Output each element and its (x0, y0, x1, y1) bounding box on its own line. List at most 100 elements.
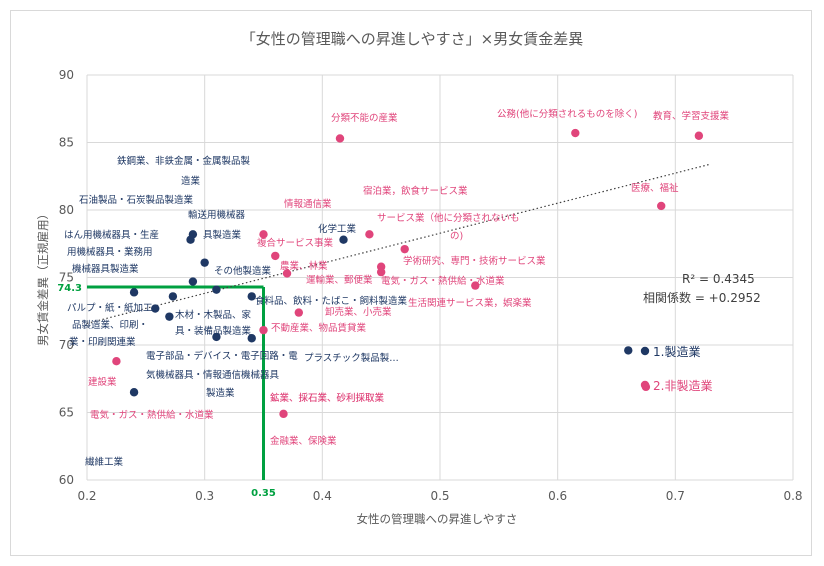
y-tick-label: 70 (59, 338, 74, 352)
point-label: 鉄鋼業、非鉄金属・金属製品製 (117, 155, 251, 167)
data-point (400, 244, 409, 254)
point-label: 木材・木製品、家 (175, 309, 252, 321)
point-label: 教育、学習支援業 (653, 110, 730, 122)
data-point (571, 128, 580, 138)
data-point (129, 288, 139, 297)
x-tick-label: 0.5 (430, 489, 449, 503)
data-point (212, 332, 221, 342)
point-label: 鉱業、採石業、砂利採取業 (270, 392, 385, 404)
point-label: 生活関連サービス業，娯楽業 (408, 297, 532, 309)
point-label: 電気・ガス・熱供給・水道業 (381, 275, 505, 287)
point-label: 石油製品・石炭製品製造業 (79, 194, 194, 206)
data-point (165, 312, 174, 321)
data-points (112, 128, 704, 419)
point-label: パルプ・紙・紙加工 (67, 302, 153, 314)
point-label: 分類不能の産業 (331, 112, 398, 124)
point-label: 建設業 (88, 376, 117, 388)
x-axis-label: 女性の管理職への昇進しやすさ (357, 512, 518, 526)
data-point (365, 230, 374, 239)
point-label: プラスチック製品製… (304, 352, 399, 364)
legend-marker (640, 346, 650, 356)
grid (86, 74, 794, 481)
x-axis-ticks: 0.2 0.3 0.4 0.5 0.6 0.7 0.8 (77, 489, 802, 503)
point-label: 複合サービス事業 (257, 237, 334, 249)
data-point (247, 292, 256, 301)
data-point (259, 325, 268, 335)
point-label: 宿泊業，飲食サービス業 (363, 185, 468, 197)
trendline (86, 163, 711, 324)
point-label: 機械器具製造業 (72, 263, 139, 275)
point-label: 運輸業、郵便業 (306, 274, 373, 286)
y-tick-label: 75 (59, 271, 74, 285)
point-label: 食料品、飲料・たばこ・飼料製造業 (255, 295, 408, 307)
data-point (624, 346, 633, 355)
x-tick-label: 0.6 (548, 489, 567, 503)
threshold-lines: 74.3 0.35 (57, 283, 276, 499)
threshold-y-label: 74.3 (57, 283, 82, 294)
point-label: 造業 (181, 175, 201, 187)
data-point (657, 201, 666, 211)
x-tick-label: 0.3 (195, 489, 214, 503)
point-label: 学術研究、専門・技術サービス業 (403, 255, 546, 267)
point-label: 医療、福祉 (631, 182, 679, 194)
x-tick-label: 0.4 (313, 489, 332, 503)
y-tick-label: 90 (59, 68, 74, 82)
point-label: 業・印刷関連業 (69, 336, 136, 348)
data-point (259, 230, 268, 239)
r-squared-annotation: R² = 0.4345 (682, 272, 755, 286)
data-point (151, 304, 160, 313)
legend-label: 2.非製造業 (653, 379, 712, 393)
data-point (112, 357, 121, 366)
data-point (168, 292, 178, 301)
point-label: 卸売業、小売業 (325, 306, 392, 318)
point-label: 気機械器具・情報通信機械器具 (146, 369, 280, 381)
x-tick-label: 0.7 (666, 489, 685, 503)
data-point (294, 308, 303, 317)
data-point (282, 269, 292, 278)
data-point (471, 281, 480, 290)
y-tick-label: 85 (59, 136, 74, 150)
point-label: はん用機械器具・生産 (64, 229, 159, 241)
point-label: の) (450, 231, 463, 242)
legend-marker (640, 380, 650, 390)
point-label: 化学工業 (318, 223, 357, 235)
point-label: 公務(他に分類されるものを除く) (497, 108, 637, 120)
point-label: 不動産業、物品賃貸業 (271, 322, 367, 334)
data-point (279, 409, 288, 419)
data-point (339, 235, 348, 244)
point-label: サービス業（他に分類されないも (377, 212, 520, 224)
point-label: 具・装備品製造業 (175, 325, 252, 337)
data-point (186, 235, 195, 244)
point-label: 電子部品・デバイス・電子回路・電 (146, 350, 298, 362)
legend-label: 1.製造業 (653, 345, 700, 359)
point-label: 製造業 (206, 387, 235, 399)
data-point (335, 134, 345, 143)
point-label: 情報通信業 (284, 198, 332, 210)
x-tick-label: 0.2 (77, 489, 96, 503)
threshold-x-label: 0.35 (251, 488, 276, 499)
point-label: その他製造業 (214, 265, 272, 277)
data-point (247, 334, 256, 343)
data-point (694, 131, 704, 140)
data-point (129, 388, 139, 397)
point-label: 金融業、保険業 (270, 435, 337, 447)
point-label: 農業、林業 (280, 260, 328, 272)
y-axis-ticks: 60 65 70 75 80 85 90 (59, 68, 74, 487)
chart-frame (10, 10, 812, 556)
correlation-annotation: 相関係数 = +0.2952 (643, 290, 761, 305)
legend: 1.製造業 2.非製造業 (640, 345, 712, 393)
data-point (212, 285, 221, 294)
y-axis-label: 男女賃金差異（正規雇用） (36, 208, 50, 346)
point-label: 電気・ガス・熱供給・水道業 (90, 409, 214, 421)
data-point (200, 258, 209, 267)
y-tick-label: 80 (59, 203, 74, 217)
point-label: 具製造業 (203, 229, 242, 241)
data-point (376, 267, 386, 277)
y-tick-label: 65 (59, 406, 74, 420)
data-point (188, 277, 198, 286)
point-label: 用機械器具・業務用 (67, 246, 153, 258)
point-label: 鉱業、採石業、砂利採取業 (270, 392, 385, 404)
chart-title: 「女性の管理職への昇進しやすさ」×男女賃金差異 (241, 30, 583, 48)
